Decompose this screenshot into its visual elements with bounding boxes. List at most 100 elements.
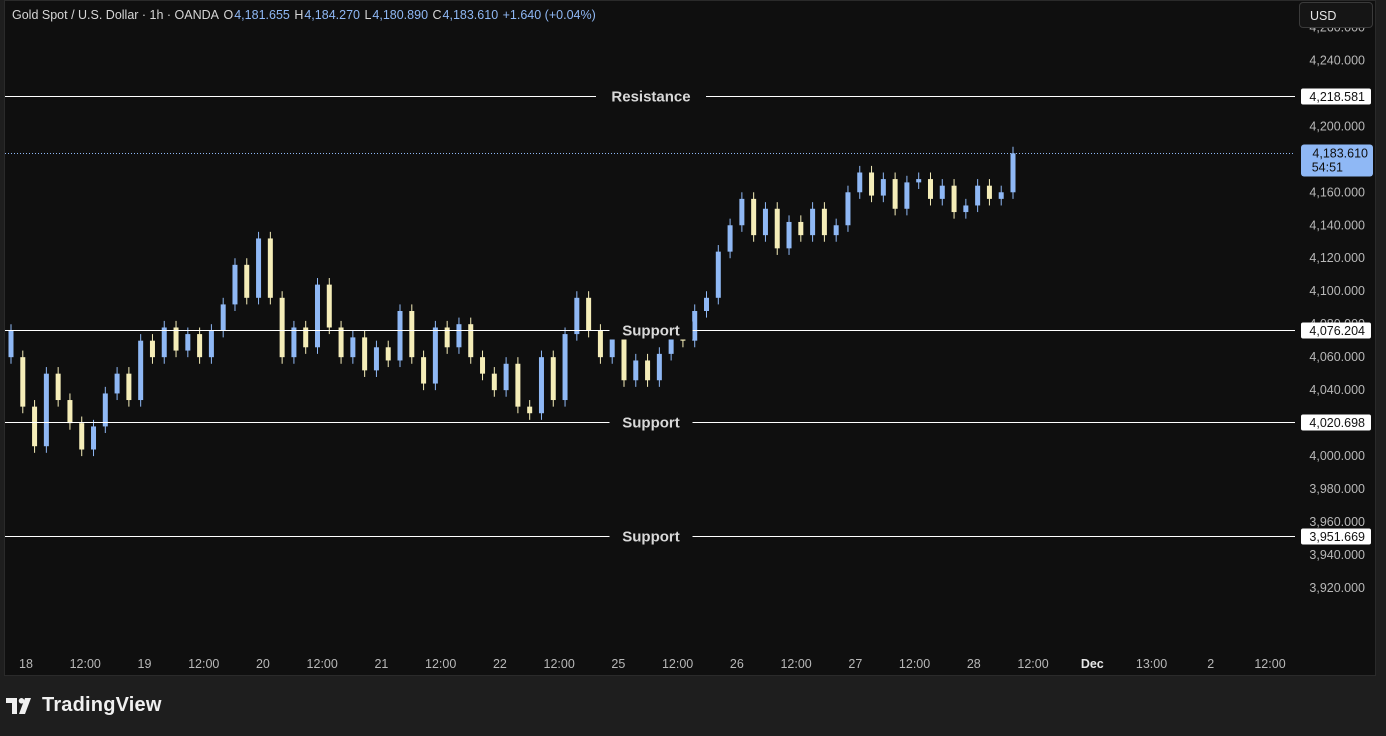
candle-body: [869, 172, 875, 196]
level-price-tag: [1301, 322, 1371, 339]
candle-body: [397, 311, 403, 361]
brand-logo[interactable]: TradingView: [6, 694, 162, 717]
level-name-background: [609, 413, 693, 432]
brand-name: TradingView: [42, 694, 162, 716]
candle-body: [43, 373, 49, 447]
level-price-label: 3,951.669: [1309, 530, 1365, 544]
candle-body: [20, 357, 26, 407]
price-tick-label: 4,240.000: [1309, 53, 1365, 67]
candle-body: [126, 373, 132, 401]
candle: [114, 367, 120, 401]
time-tick-label: 12:00: [425, 657, 456, 671]
close-value: 4,183.610: [442, 8, 499, 22]
candle: [220, 297, 226, 338]
candle-body: [645, 360, 651, 381]
candle: [421, 350, 427, 391]
candle-body: [656, 353, 662, 381]
candle: [102, 386, 108, 434]
candle: [126, 367, 132, 407]
candle-body: [55, 373, 61, 401]
level-name-label: Support: [622, 323, 680, 340]
candle: [904, 175, 910, 216]
level-name-label: Resistance: [611, 89, 690, 106]
candle: [232, 258, 238, 311]
candle-body: [208, 330, 214, 358]
level-name-background: [596, 87, 706, 106]
candle-body: [916, 179, 922, 183]
candle: [326, 278, 332, 335]
candle: [303, 320, 309, 354]
candle: [538, 350, 544, 420]
candle: [185, 327, 191, 358]
candle: [715, 245, 721, 305]
candle: [998, 185, 1004, 206]
candle: [79, 416, 85, 457]
candle-body: [244, 264, 250, 298]
candle-body: [161, 327, 167, 358]
time-tick-label: Dec: [1081, 657, 1104, 671]
candle: [762, 202, 768, 242]
time-tick-label: 18: [19, 657, 33, 671]
candle: [527, 400, 533, 420]
candle-body: [149, 340, 155, 358]
candle-body: [279, 297, 285, 358]
candle-body: [998, 192, 1004, 199]
price-tick-label: 3,960.000: [1309, 515, 1365, 529]
currency-button[interactable]: USD: [1299, 2, 1373, 28]
tradingview-logo-icon: [6, 697, 31, 714]
level-price-tag: [1301, 414, 1371, 431]
price-tick-label: 3,940.000: [1309, 548, 1365, 562]
candle: [161, 320, 167, 364]
candle: [197, 327, 203, 364]
symbol-legend: Gold Spot / U.S. Dollar · 1h · OANDA O4,…: [12, 8, 597, 22]
candle: [633, 353, 639, 387]
time-tick-label: 22: [493, 657, 507, 671]
candle-body: [421, 357, 427, 384]
candle-body: [597, 330, 603, 358]
candle-body: [232, 264, 238, 305]
candle: [444, 320, 450, 354]
time-tick-label: 12:00: [780, 657, 811, 671]
candle-body: [468, 324, 474, 358]
price-chart[interactable]: 3,920.000 3,940.000 3,960.000 3,980.000 4,00…: [5, 1, 1377, 677]
candle-body: [503, 363, 509, 391]
candle: [244, 258, 250, 305]
candle: [20, 350, 26, 414]
candle-body: [762, 208, 768, 236]
candle: [67, 393, 73, 430]
candle-body: [880, 179, 886, 196]
time-tick-label: 12:00: [899, 657, 930, 671]
candle-body: [491, 373, 497, 391]
candle-body: [79, 423, 85, 450]
candle-body: [704, 297, 710, 311]
candle-body: [692, 311, 698, 341]
time-tick-label: 25: [611, 657, 625, 671]
candle-body: [845, 192, 851, 226]
chart-panel[interactable]: 3,920.000 3,940.000 3,960.000 3,980.000 4,00…: [4, 0, 1376, 676]
level-price-label: 4,218.581: [1309, 90, 1365, 104]
symbol-title: Gold Spot / U.S. Dollar · 1h · OANDA: [12, 8, 220, 22]
price-tick-label: 4,120.000: [1309, 251, 1365, 265]
candle: [975, 179, 981, 213]
open-value: 4,181.655: [234, 8, 290, 22]
candle: [621, 330, 627, 387]
candle-body: [373, 347, 379, 371]
candle-body: [102, 393, 108, 427]
candle-body: [385, 347, 391, 361]
time-tick-label: 12:00: [70, 657, 101, 671]
candle: [586, 291, 592, 338]
candle: [491, 367, 497, 397]
candle: [397, 304, 403, 368]
candle: [869, 165, 875, 203]
time-tick-label: 20: [256, 657, 270, 671]
price-tick-label: 4,000.000: [1309, 449, 1365, 463]
candle-body: [774, 208, 780, 249]
level-line-resistance: Resistance 4,218.581: [5, 87, 1371, 106]
time-tick-label: 12:00: [1254, 657, 1285, 671]
candle: [385, 340, 391, 368]
candle-body: [821, 208, 827, 236]
candle-body: [739, 198, 745, 226]
candle-body: [185, 334, 191, 351]
candle: [432, 320, 438, 391]
